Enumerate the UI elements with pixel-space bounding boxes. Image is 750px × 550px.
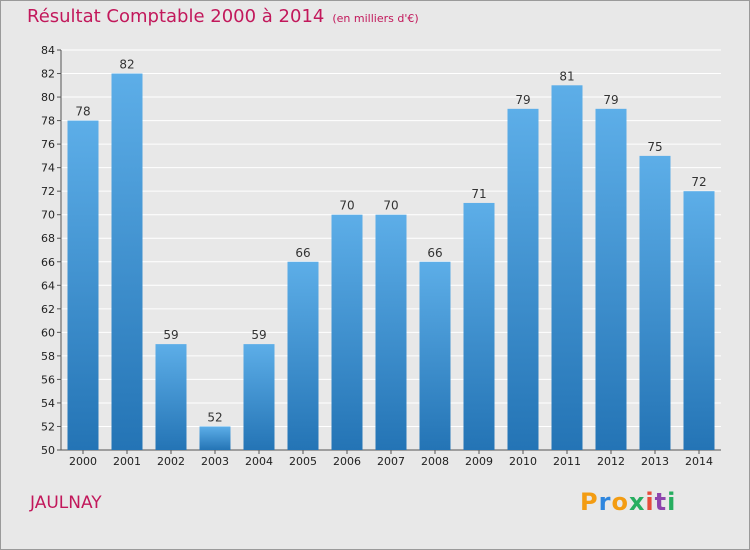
data-label: 66 xyxy=(295,246,310,260)
chart-title-main: Résultat Comptable 2000 à 2014 xyxy=(27,6,325,27)
bar-2012 xyxy=(595,108,627,450)
y-tick-label: 80 xyxy=(41,91,55,104)
axes: 50 52 54 56 58 60 62 64 66 68 70 72 74 76 78 80 82 84 2000… xyxy=(41,44,721,468)
x-tick-label: 2007 xyxy=(377,455,405,468)
y-tick-label: 84 xyxy=(41,44,55,57)
bar-2000 xyxy=(67,120,99,451)
data-label: 59 xyxy=(163,328,178,342)
y-tick-label: 76 xyxy=(41,138,55,151)
logo-letter: r xyxy=(598,488,612,516)
data-label: 82 xyxy=(119,58,134,72)
y-tick-label: 62 xyxy=(41,303,55,316)
data-label: 79 xyxy=(515,93,530,107)
data-label: 79 xyxy=(603,93,618,107)
x-tick-label: 2009 xyxy=(465,455,493,468)
x-tick-label: 2011 xyxy=(553,455,581,468)
y-tick-label: 74 xyxy=(41,162,55,175)
y-tick-label: 64 xyxy=(41,279,55,292)
data-label: 75 xyxy=(647,140,662,154)
bar-2005 xyxy=(287,261,319,450)
bars xyxy=(67,73,715,451)
bar-2004 xyxy=(243,344,275,450)
y-tick-label: 52 xyxy=(41,420,55,433)
data-label: 72 xyxy=(691,175,706,189)
x-tick-label: 2005 xyxy=(289,455,317,468)
y-tick-label: 50 xyxy=(41,444,55,457)
commune-name: JAULNAY xyxy=(30,493,102,513)
data-label: 66 xyxy=(427,246,442,260)
x-tick-label: 2010 xyxy=(509,455,537,468)
y-tick-label: 58 xyxy=(41,350,55,363)
bar-2009 xyxy=(463,202,495,450)
y-tick-label: 72 xyxy=(41,185,55,198)
y-tick-label: 54 xyxy=(41,397,55,410)
data-label: 52 xyxy=(207,410,222,424)
bar-2008 xyxy=(419,261,451,450)
x-tick-label: 2012 xyxy=(597,455,625,468)
bar-2003 xyxy=(199,426,231,450)
data-label: 70 xyxy=(383,199,398,213)
bar-2006 xyxy=(331,214,363,450)
chart-title-subtitle: (en milliers d'€) xyxy=(332,12,419,25)
data-label: 81 xyxy=(559,69,574,83)
x-tick-label: 2006 xyxy=(333,455,361,468)
logo-letter: i xyxy=(667,488,677,516)
logo-letter: P xyxy=(580,488,599,516)
bar-2002 xyxy=(155,344,187,450)
proxiti-logo[interactable]: Proxiti xyxy=(580,488,676,516)
x-tick-label: 2002 xyxy=(157,455,185,468)
x-tick-label: 2000 xyxy=(69,455,97,468)
bar-2010 xyxy=(507,108,539,450)
y-tick-label: 82 xyxy=(41,68,55,81)
logo-letter: t xyxy=(654,488,668,516)
bar-2011 xyxy=(551,85,583,450)
data-label: 59 xyxy=(251,328,266,342)
y-tick-label: 68 xyxy=(41,232,55,245)
data-label: 70 xyxy=(339,199,354,213)
data-label: 78 xyxy=(75,105,90,119)
logo-letter: o xyxy=(611,488,629,516)
data-labels: 78 82 59 52 59 66 70 70 66 71 79 81 79 75 72 xyxy=(75,58,706,425)
y-tick-label: 56 xyxy=(41,373,55,386)
x-tick-label: 2014 xyxy=(685,455,713,468)
y-tick-label: 70 xyxy=(41,209,55,222)
bar-2007 xyxy=(375,214,407,450)
x-tick-label: 2013 xyxy=(641,455,669,468)
logo-letter: i xyxy=(645,488,655,516)
bar-2014 xyxy=(683,191,715,451)
bar-2013 xyxy=(639,155,671,450)
x-tick-label: 2004 xyxy=(245,455,273,468)
y-tick-label: 78 xyxy=(41,115,55,128)
x-tick-label: 2001 xyxy=(113,455,141,468)
chart-title: Résultat Comptable 2000 à 2014 (en millie… xyxy=(27,6,419,27)
data-label: 71 xyxy=(471,187,486,201)
bar-2001 xyxy=(111,73,143,450)
logo-letter: x xyxy=(628,488,646,516)
x-tick-label: 2008 xyxy=(421,455,449,468)
x-tick-label: 2003 xyxy=(201,455,229,468)
y-tick-label: 66 xyxy=(41,256,55,269)
y-tick-label: 60 xyxy=(41,326,55,339)
